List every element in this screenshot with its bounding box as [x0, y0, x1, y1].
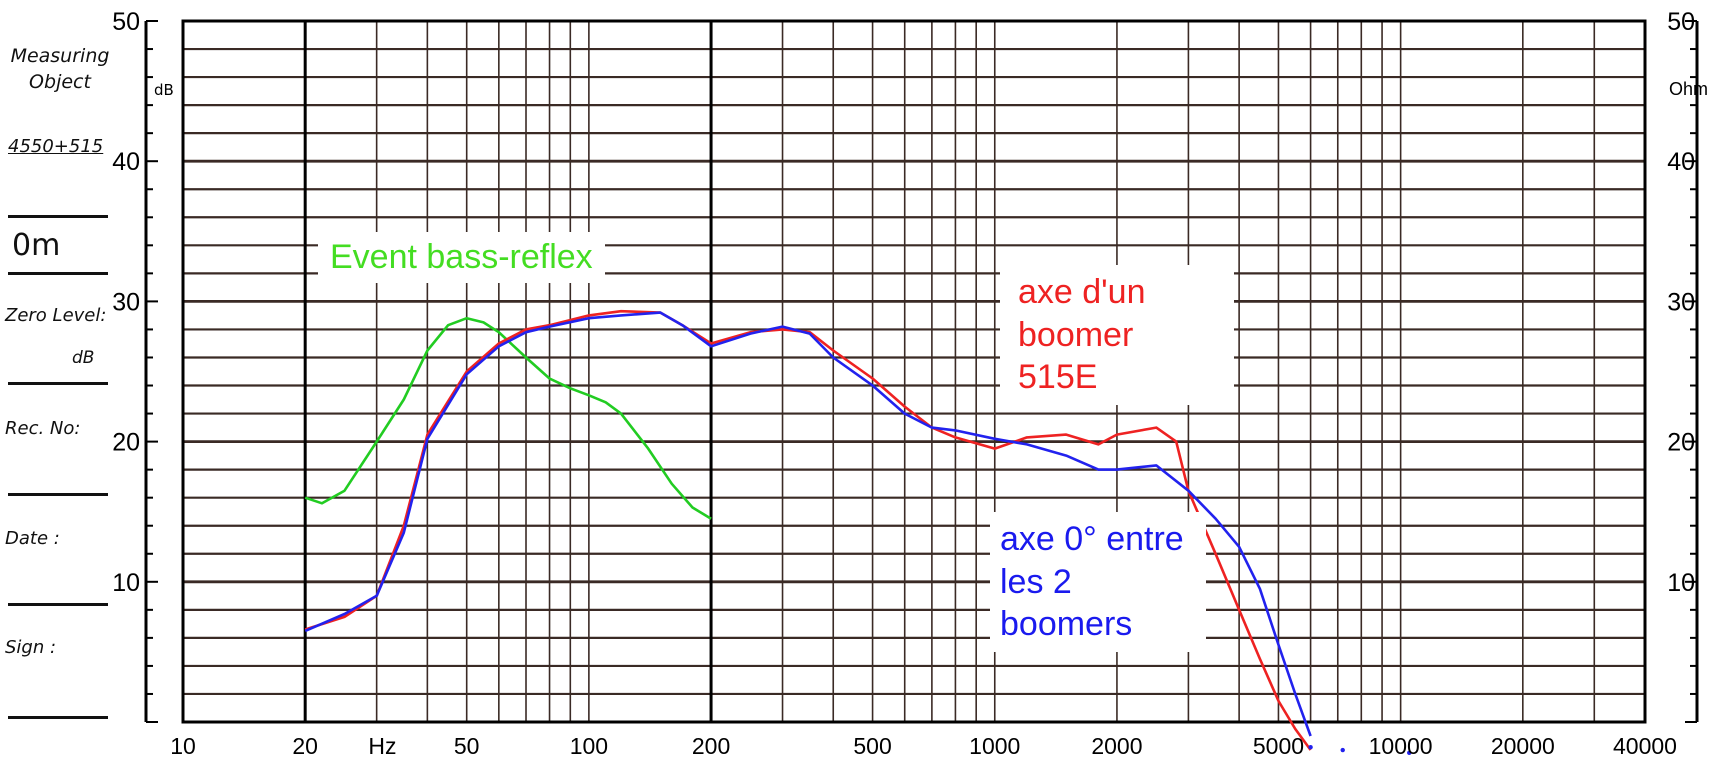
form-divider: [8, 716, 108, 719]
chart-series: [304, 309, 1412, 756]
x-tick-label: 40000: [1613, 733, 1677, 759]
form-divider: [8, 603, 108, 606]
annotation-event-bass-reflex: Event bass-reflex: [318, 232, 605, 283]
measuring-object-value: 4550+515: [8, 136, 104, 157]
y-unit-left: dB: [154, 81, 174, 99]
distance-value: 0m: [12, 228, 61, 263]
x-tick-label: 100: [570, 733, 608, 759]
annotation-axe-line1: axe 0° entre: [1000, 520, 1184, 558]
annotation-axe-0-entre: axe 0° entre les 2 boomers: [990, 512, 1206, 652]
y-tick-label-right: 20: [1667, 429, 1695, 457]
series-line: [304, 316, 712, 520]
y-tick-label-right: 30: [1667, 288, 1695, 316]
form-divider: [8, 215, 108, 218]
x-tick-label: 50: [454, 733, 480, 759]
form-divider: [8, 382, 108, 385]
chart-grid: [181, 19, 1647, 724]
rec-no-label: Rec. No:: [5, 418, 81, 439]
x-unit-label: Hz: [368, 733, 396, 759]
series-line: [304, 311, 1312, 737]
series-end-dot: [1308, 745, 1313, 750]
sign-label: Sign :: [5, 637, 57, 658]
form-divider: [8, 272, 108, 275]
x-tick-label: 10000: [1369, 733, 1433, 759]
annotation-boomer-line1: axe d'un: [1018, 273, 1146, 311]
y-tick-label-left: 30: [112, 288, 140, 316]
y-tick-label-left: 20: [112, 429, 140, 457]
x-tick-label: 2000: [1091, 733, 1142, 759]
series-end-dot: [1340, 747, 1345, 753]
x-tick-label: 20: [292, 733, 318, 759]
zero-level-unit: dB: [72, 348, 95, 368]
zero-level-label: Zero Level:: [5, 305, 107, 326]
form-divider: [8, 493, 108, 496]
y-unit-right: Ohm: [1669, 79, 1708, 99]
x-tick-label: 500: [853, 733, 891, 759]
date-label: Date :: [5, 528, 60, 549]
y-tick-label-right: 10: [1667, 569, 1695, 597]
y-tick-label-left: 40: [112, 148, 140, 176]
measuring-object-label: Measuring Object: [10, 45, 110, 93]
chart-ticks: 10 10 20 20 30 30 40 40 50 50 dB Ohm 10 20 50 100 200 500…: [112, 8, 1708, 759]
annotation-boomer-515e: axe d'un boomer 515E: [1000, 265, 1234, 405]
annotation-boomer-line2: boomer 515E: [1018, 315, 1134, 397]
x-tick-label: 20000: [1491, 733, 1555, 759]
x-tick-label: 10: [170, 733, 196, 759]
annotation-axe-line2: les 2 boomers: [1000, 562, 1133, 644]
x-tick-label: 1000: [969, 733, 1020, 759]
y-tick-label-right: 40: [1667, 148, 1695, 176]
x-tick-label: 5000: [1253, 733, 1304, 759]
plot-frame: [181, 19, 1647, 724]
y-tick-label-right: 50: [1667, 8, 1695, 36]
series-line: [304, 309, 1312, 751]
y-tick-label-left: 50: [112, 8, 140, 36]
series-end-dot: [1407, 750, 1412, 756]
y-tick-label-left: 10: [112, 569, 140, 597]
x-tick-label: 200: [692, 733, 730, 759]
